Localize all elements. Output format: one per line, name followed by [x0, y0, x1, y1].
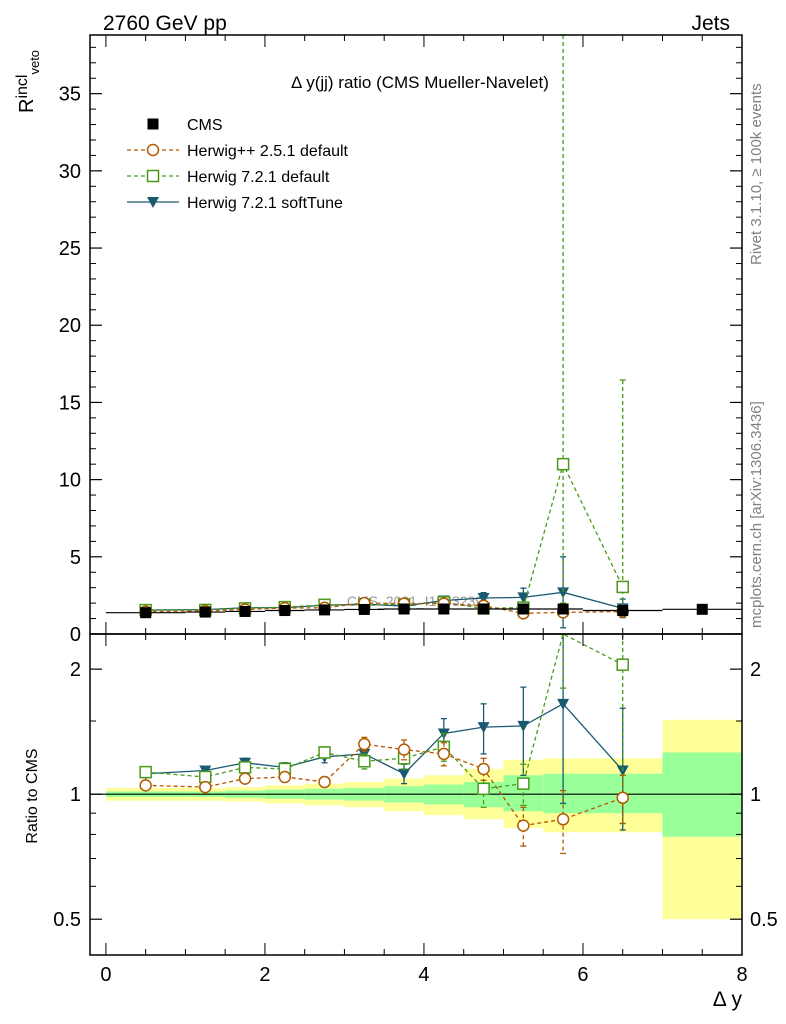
main-ylabel-sup: incl — [14, 75, 31, 99]
ratio-point — [517, 720, 530, 732]
main-ytick-label: 15 — [59, 392, 81, 414]
legend-marker — [146, 169, 160, 183]
legend-marker — [147, 118, 159, 130]
main-point — [279, 605, 291, 617]
legend-label: Herwig 7.2.1 default — [187, 169, 330, 186]
ratio-xtick-label: 6 — [577, 964, 588, 986]
main-point — [239, 605, 251, 617]
main-point — [616, 580, 629, 594]
main-ylabel: Rinclveto — [14, 50, 42, 113]
ratio-point — [398, 768, 411, 780]
ratio-point — [238, 772, 252, 785]
main-point — [696, 603, 708, 615]
legend-label: CMS — [187, 117, 223, 134]
ratio-point — [557, 698, 570, 710]
main-point — [557, 587, 570, 599]
legend-entry-0: CMS — [147, 117, 223, 134]
main-ytick-label: 0 — [70, 624, 81, 646]
main-point — [556, 457, 570, 471]
main-point — [140, 607, 152, 619]
legend-marker — [147, 197, 159, 208]
ratio-xtick-label: 0 — [100, 964, 111, 986]
ratio-point — [437, 747, 451, 761]
ratio-series-1 — [139, 633, 629, 825]
ratio-xlabel: Δ y — [713, 988, 743, 1011]
side-label-mcplots: mcplots.cern.ch [arXiv:1306.3436] — [748, 401, 765, 628]
main-point — [478, 603, 490, 615]
main-point — [517, 592, 530, 604]
ratio-point — [358, 737, 371, 751]
main-point — [438, 603, 450, 615]
main-point — [199, 606, 211, 618]
ratio-point — [318, 746, 331, 759]
main-ytick-label: 20 — [59, 315, 81, 337]
main-ytick-label: 30 — [59, 161, 81, 183]
side-label-rivet: Rivet 3.1.10, ≥ 100k events — [748, 83, 765, 265]
main-ytick-label: 10 — [59, 470, 81, 492]
main-ytick-label: 5 — [70, 547, 81, 569]
main-ytick-label: 35 — [59, 84, 81, 106]
main-point — [319, 604, 331, 616]
ratio-ylabel: Ratio to CMS — [24, 748, 41, 843]
main-point — [477, 593, 490, 605]
legend-label: Herwig 7.2.1 softTune — [187, 195, 343, 212]
main-series-0 — [105, 603, 742, 619]
header-energy: 2760 GeV pp — [103, 12, 227, 35]
ratio-point — [616, 791, 629, 805]
main-point — [557, 603, 569, 615]
main-point — [517, 603, 529, 615]
ratio-xtick-label: 8 — [736, 964, 747, 986]
ratio-point — [358, 755, 371, 768]
ratio-point — [477, 762, 490, 776]
ratio-series-line — [145, 633, 624, 790]
ratio-point — [139, 779, 152, 792]
main-point — [358, 603, 370, 615]
main-ylabel-letter: R — [16, 99, 38, 113]
ratio-ytick-label-right: 1 — [750, 784, 761, 806]
legend-entry-3: Herwig 7.2.1 softTune — [127, 195, 343, 212]
ratio-xtick-label: 4 — [418, 964, 429, 986]
legend-entry-1: Herwig++ 2.5.1 default — [127, 143, 349, 160]
legend-label: Herwig++ 2.5.1 default — [187, 143, 349, 160]
ratio-point — [556, 813, 570, 826]
ratio-point — [616, 765, 629, 777]
ratio-ytick-label-right: 2 — [750, 659, 761, 681]
ratio-xtick-label: 2 — [259, 964, 270, 986]
ratio-series-line — [145, 743, 623, 827]
ratio-point — [238, 761, 252, 774]
ratio-point — [199, 780, 212, 794]
ratio-ytick-label: 1 — [70, 784, 81, 806]
ratio-point — [517, 777, 530, 790]
ratio-point — [199, 770, 212, 784]
ratio-ytick-label: 2 — [70, 659, 81, 681]
legend: CMS Herwig++ 2.5.1 default Herwig 7.2.1 de… — [127, 117, 349, 212]
main-ylabel-sub: veto — [27, 50, 42, 75]
legend-entry-2: Herwig 7.2.1 default — [127, 169, 330, 186]
ratio-point — [616, 658, 629, 671]
main-series-line — [145, 462, 624, 611]
ratio-point — [477, 722, 490, 734]
ratio-series-0 — [139, 736, 629, 855]
ratio-point — [477, 782, 490, 796]
ratio-ytick-label: 0.5 — [53, 909, 81, 931]
ratio-point — [278, 770, 292, 784]
ratio-panel: 0.5 0.5 1 1 2 2 0 2 4 6 8 Ratio to CMS Δ y — [24, 633, 778, 1011]
ratio-point — [139, 765, 152, 779]
main-series-line — [145, 602, 623, 614]
ratio-ytick-label-right: 0.5 — [750, 909, 778, 931]
ratio-point — [397, 743, 411, 756]
legend-marker — [146, 143, 160, 157]
ratio-series-line — [145, 703, 624, 775]
main-ytick-label: 25 — [59, 238, 81, 260]
ratio-point — [517, 819, 530, 832]
header-category: Jets — [691, 12, 730, 35]
main-point — [617, 605, 629, 617]
main-title: Δ y(jj) ratio (CMS Mueller-Navelet) — [291, 73, 549, 92]
main-point — [398, 603, 410, 615]
ratio-point — [318, 775, 331, 789]
